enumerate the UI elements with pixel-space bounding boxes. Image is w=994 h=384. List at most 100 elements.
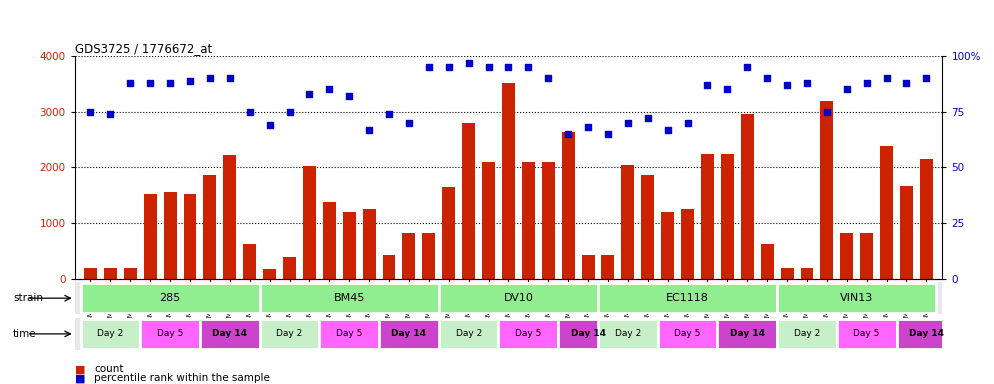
Bar bbox=[259, 319, 319, 349]
Bar bbox=[184, 194, 197, 279]
Bar bbox=[379, 319, 438, 349]
Bar bbox=[581, 255, 594, 279]
Bar bbox=[498, 319, 559, 349]
Point bbox=[779, 82, 795, 88]
Point bbox=[102, 111, 118, 117]
Bar bbox=[820, 101, 833, 279]
Bar bbox=[438, 319, 498, 349]
Bar bbox=[621, 165, 634, 279]
Text: Day 5: Day 5 bbox=[515, 329, 542, 338]
Text: Day 5: Day 5 bbox=[336, 329, 363, 338]
Bar bbox=[438, 283, 598, 313]
Point bbox=[460, 60, 476, 66]
Bar bbox=[658, 319, 718, 349]
Bar bbox=[598, 283, 777, 313]
Text: Day 14: Day 14 bbox=[730, 329, 764, 338]
Point bbox=[341, 93, 357, 99]
Bar bbox=[800, 268, 813, 279]
Bar bbox=[718, 319, 777, 349]
Point bbox=[521, 64, 537, 70]
Bar bbox=[780, 268, 793, 279]
Bar bbox=[777, 283, 936, 313]
Point bbox=[859, 80, 875, 86]
Text: Day 2: Day 2 bbox=[614, 329, 641, 338]
Bar bbox=[837, 319, 897, 349]
Bar bbox=[840, 233, 853, 279]
Point bbox=[281, 109, 297, 115]
Text: Day 2: Day 2 bbox=[794, 329, 820, 338]
Bar bbox=[900, 186, 912, 279]
Bar bbox=[559, 319, 618, 349]
Bar bbox=[144, 194, 157, 279]
Bar bbox=[84, 268, 97, 279]
Bar bbox=[860, 233, 873, 279]
Bar bbox=[204, 175, 217, 279]
Bar bbox=[200, 319, 259, 349]
Point bbox=[660, 126, 676, 132]
Point bbox=[740, 64, 755, 70]
Bar bbox=[701, 154, 714, 279]
Bar bbox=[164, 192, 177, 279]
Bar bbox=[721, 154, 734, 279]
Point bbox=[720, 86, 736, 93]
Text: percentile rank within the sample: percentile rank within the sample bbox=[94, 373, 270, 383]
Bar bbox=[323, 202, 336, 279]
Bar bbox=[224, 155, 237, 279]
Text: Day 2: Day 2 bbox=[276, 329, 302, 338]
Bar bbox=[741, 114, 753, 279]
Text: Day 2: Day 2 bbox=[97, 329, 123, 338]
Bar bbox=[124, 268, 137, 279]
Bar bbox=[462, 123, 475, 279]
Point bbox=[142, 80, 158, 86]
Bar bbox=[777, 319, 837, 349]
Bar bbox=[562, 132, 575, 279]
Point bbox=[799, 80, 815, 86]
Point bbox=[580, 124, 596, 131]
Point bbox=[620, 120, 636, 126]
Point bbox=[501, 64, 517, 70]
Point bbox=[480, 64, 496, 70]
Point bbox=[600, 131, 616, 137]
Bar bbox=[442, 187, 455, 279]
Bar bbox=[283, 257, 296, 279]
Point bbox=[361, 126, 377, 132]
Bar bbox=[140, 319, 200, 349]
Point bbox=[202, 75, 218, 81]
Bar bbox=[880, 146, 893, 279]
Bar bbox=[598, 319, 658, 349]
Text: BM45: BM45 bbox=[334, 293, 365, 303]
Bar bbox=[81, 319, 140, 349]
Bar bbox=[482, 162, 495, 279]
Bar bbox=[403, 233, 415, 279]
Point bbox=[242, 109, 257, 115]
Point bbox=[122, 80, 138, 86]
Point bbox=[401, 120, 416, 126]
Bar bbox=[422, 233, 435, 279]
Text: time: time bbox=[13, 329, 37, 339]
Point bbox=[839, 86, 855, 93]
Text: EC1118: EC1118 bbox=[666, 293, 709, 303]
Bar bbox=[542, 162, 555, 279]
Point bbox=[321, 86, 337, 93]
Point bbox=[680, 120, 696, 126]
Bar bbox=[319, 319, 379, 349]
Bar bbox=[81, 283, 259, 313]
Point bbox=[918, 75, 934, 81]
Bar bbox=[919, 159, 932, 279]
Text: count: count bbox=[94, 364, 124, 374]
Bar bbox=[601, 255, 614, 279]
Point bbox=[541, 75, 557, 81]
Bar bbox=[303, 166, 316, 279]
Text: VIN13: VIN13 bbox=[840, 293, 874, 303]
Point bbox=[561, 131, 577, 137]
Bar bbox=[661, 212, 674, 279]
Point bbox=[420, 64, 436, 70]
Bar bbox=[104, 268, 117, 279]
Text: ■: ■ bbox=[75, 364, 85, 374]
Point bbox=[759, 75, 775, 81]
Point bbox=[640, 115, 656, 121]
Point bbox=[162, 80, 178, 86]
Text: ■: ■ bbox=[75, 373, 85, 383]
Text: Day 5: Day 5 bbox=[157, 329, 183, 338]
Text: Day 5: Day 5 bbox=[674, 329, 701, 338]
